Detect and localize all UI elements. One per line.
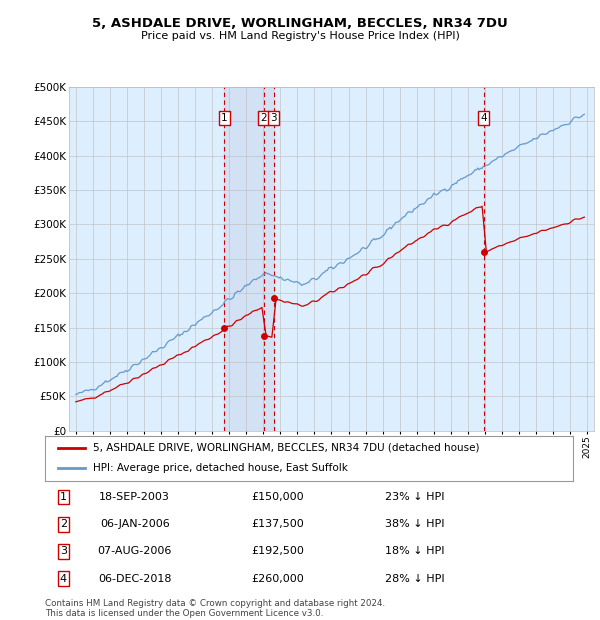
- Text: 07-AUG-2006: 07-AUG-2006: [98, 546, 172, 556]
- Text: £260,000: £260,000: [251, 574, 304, 583]
- Text: £150,000: £150,000: [251, 492, 304, 502]
- Text: 4: 4: [60, 574, 67, 583]
- Text: 18-SEP-2003: 18-SEP-2003: [100, 492, 170, 502]
- Text: Price paid vs. HM Land Registry's House Price Index (HPI): Price paid vs. HM Land Registry's House …: [140, 31, 460, 41]
- Text: 3: 3: [270, 113, 277, 123]
- Text: £137,500: £137,500: [251, 520, 304, 529]
- Text: 5, ASHDALE DRIVE, WORLINGHAM, BECCLES, NR34 7DU (detached house): 5, ASHDALE DRIVE, WORLINGHAM, BECCLES, N…: [92, 443, 479, 453]
- Text: 06-JAN-2006: 06-JAN-2006: [100, 520, 170, 529]
- Text: 06-DEC-2018: 06-DEC-2018: [98, 574, 172, 583]
- Text: 4: 4: [481, 113, 487, 123]
- Text: 5, ASHDALE DRIVE, WORLINGHAM, BECCLES, NR34 7DU: 5, ASHDALE DRIVE, WORLINGHAM, BECCLES, N…: [92, 17, 508, 30]
- Bar: [224, 87, 274, 431]
- Text: 23% ↓ HPI: 23% ↓ HPI: [385, 492, 445, 502]
- Text: 3: 3: [60, 546, 67, 556]
- Text: HPI: Average price, detached house, East Suffolk: HPI: Average price, detached house, East…: [92, 463, 347, 474]
- Text: 28% ↓ HPI: 28% ↓ HPI: [385, 574, 445, 583]
- Text: 1: 1: [221, 113, 228, 123]
- Text: 38% ↓ HPI: 38% ↓ HPI: [385, 520, 445, 529]
- Text: 2: 2: [260, 113, 267, 123]
- Text: 18% ↓ HPI: 18% ↓ HPI: [385, 546, 445, 556]
- Text: 2: 2: [60, 520, 67, 529]
- Text: 1: 1: [60, 492, 67, 502]
- Text: £192,500: £192,500: [251, 546, 304, 556]
- Text: Contains HM Land Registry data © Crown copyright and database right 2024.
This d: Contains HM Land Registry data © Crown c…: [45, 599, 385, 618]
